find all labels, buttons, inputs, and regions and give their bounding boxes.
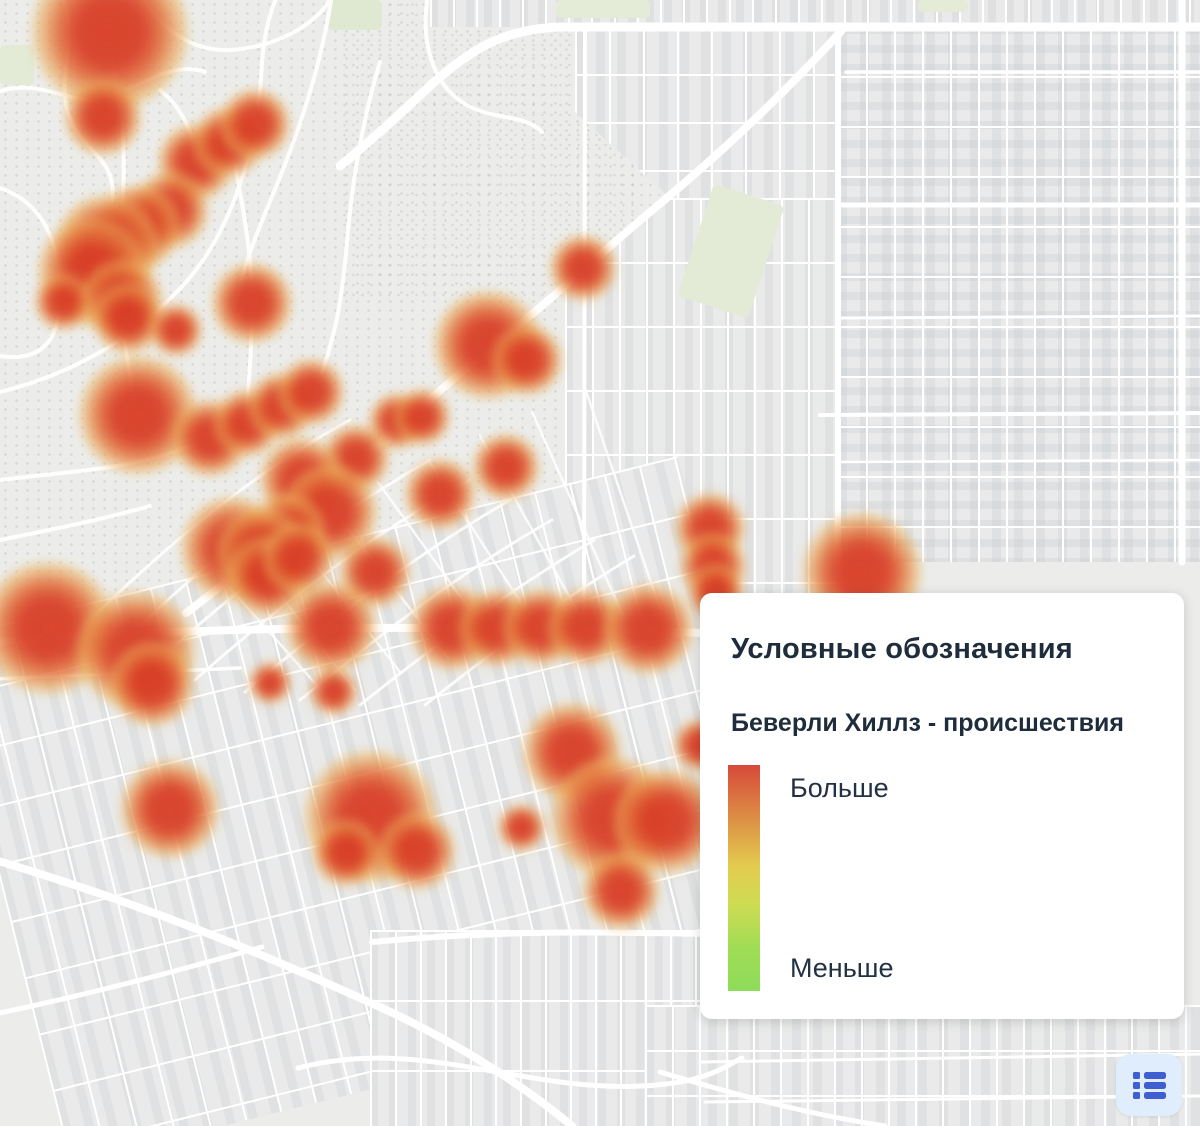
street-grid bbox=[645, 1005, 1200, 1126]
legend-layer-name: Беверли Хиллз - происшествия bbox=[731, 709, 1124, 737]
heat-blob bbox=[583, 853, 659, 929]
park-area bbox=[918, 0, 968, 12]
heat-blob bbox=[120, 759, 220, 859]
legend-gradient-bar bbox=[728, 765, 760, 991]
legend-toggle-button[interactable] bbox=[1116, 1054, 1182, 1116]
heat-blob bbox=[473, 434, 539, 500]
heat-blob bbox=[219, 88, 291, 160]
legend-more-label: Больше bbox=[790, 773, 889, 803]
heat-blob bbox=[404, 458, 476, 530]
heat-blob bbox=[109, 641, 195, 727]
park-area bbox=[328, 0, 382, 30]
heat-blob bbox=[262, 522, 334, 594]
heat-blob bbox=[603, 584, 693, 674]
legend-panel: Условные обозначения Беверли Хиллз - про… bbox=[700, 593, 1184, 1019]
heat-blob bbox=[150, 304, 202, 356]
heat-blob bbox=[286, 582, 376, 672]
heat-blob bbox=[393, 388, 451, 446]
park-area bbox=[556, 0, 650, 18]
street-grid bbox=[838, 26, 1200, 562]
heat-blob bbox=[248, 661, 292, 705]
heat-blob bbox=[550, 235, 616, 301]
heat-blob bbox=[65, 79, 141, 155]
heat-blob bbox=[34, 273, 92, 331]
heat-blob bbox=[491, 324, 563, 396]
list-icon bbox=[1130, 1068, 1168, 1102]
heat-blob bbox=[309, 667, 357, 715]
legend-less-label: Меньше bbox=[790, 953, 894, 983]
heat-blob bbox=[278, 359, 344, 425]
heat-blob bbox=[379, 813, 455, 889]
heat-blob bbox=[313, 820, 379, 886]
heat-blob bbox=[497, 803, 545, 851]
legend-title: Условные обозначения bbox=[731, 633, 1073, 665]
park-area bbox=[0, 45, 34, 85]
heat-blob bbox=[212, 263, 292, 343]
